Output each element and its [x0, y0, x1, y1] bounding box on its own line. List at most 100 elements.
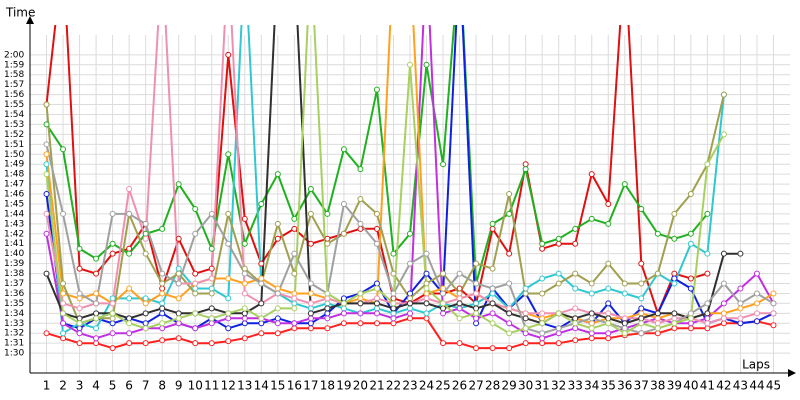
lap-marker — [704, 250, 711, 257]
lap-marker — [605, 320, 612, 327]
lap-marker — [588, 315, 595, 322]
lap-marker — [473, 300, 480, 307]
lap-marker — [605, 285, 612, 292]
lap-marker — [654, 320, 661, 327]
lap-marker — [159, 310, 166, 317]
lap-marker — [307, 310, 314, 317]
lap-marker — [357, 166, 364, 173]
lap-marker — [522, 166, 529, 173]
x-tick-label: 37 — [634, 379, 649, 393]
lap-marker — [753, 310, 760, 317]
lap-marker — [506, 191, 513, 198]
lap-marker — [241, 290, 248, 297]
lap-marker — [324, 315, 331, 322]
lap-marker — [654, 315, 661, 322]
y-tick-label: 1:47 — [4, 180, 24, 190]
lap-marker — [192, 205, 199, 212]
lap-marker — [704, 161, 711, 168]
lap-marker — [671, 315, 678, 322]
lap-marker — [340, 310, 347, 317]
x-tick-label: 22 — [386, 379, 401, 393]
lap-marker — [258, 320, 265, 327]
lap-marker — [357, 220, 364, 227]
x-tick-label: 8 — [158, 379, 166, 393]
lap-marker — [737, 305, 744, 312]
lap-marker — [489, 290, 496, 297]
lap-marker — [704, 210, 711, 217]
lap-marker — [456, 285, 463, 292]
lap-marker — [539, 335, 546, 342]
lap-marker — [126, 330, 133, 337]
lap-marker — [506, 330, 513, 337]
lap-marker — [43, 191, 50, 198]
lap-marker — [126, 186, 133, 193]
lap-marker — [324, 300, 331, 307]
lap-marker — [390, 290, 397, 297]
x-tick-label: 43 — [733, 379, 748, 393]
lap-marker — [60, 210, 67, 217]
lap-marker — [638, 320, 645, 327]
lap-marker — [572, 270, 579, 277]
lap-marker — [192, 270, 199, 277]
lap-marker — [225, 338, 232, 345]
lap-marker — [704, 325, 711, 332]
lap-marker — [605, 200, 612, 207]
lap-marker — [489, 225, 496, 232]
lap-marker — [390, 250, 397, 257]
lap-marker — [522, 310, 529, 317]
lap-marker — [76, 295, 83, 302]
lap-marker — [60, 280, 67, 287]
lap-marker — [506, 310, 513, 317]
x-tick-label: 16 — [287, 379, 302, 393]
lap-marker — [407, 295, 413, 302]
y-tick-label: 1:38 — [4, 269, 24, 279]
y-tick-label: 1:46 — [4, 190, 24, 200]
lap-marker — [93, 290, 100, 297]
x-tick-label: 19 — [336, 379, 351, 393]
lap-marker — [753, 300, 760, 307]
lap-marker — [159, 290, 166, 297]
lap-marker — [43, 210, 50, 217]
lap-marker — [142, 310, 149, 317]
lap-marker — [175, 181, 182, 188]
lap-marker — [605, 335, 612, 342]
lap-marker — [208, 245, 215, 252]
lap-marker — [621, 320, 628, 327]
lap-marker — [109, 250, 116, 257]
y-tick-label: 1:32 — [4, 329, 24, 339]
x-tick-label: 17 — [303, 379, 318, 393]
lap-marker — [324, 310, 331, 317]
lap-marker — [671, 280, 678, 287]
y-tick-label: 1:57 — [4, 80, 24, 90]
lap-marker — [60, 310, 67, 317]
lap-marker — [291, 305, 298, 312]
lap-marker — [159, 337, 166, 344]
tick-labels: 1:301:311:321:331:341:351:361:371:381:39… — [4, 50, 781, 392]
lap-marker — [43, 151, 50, 158]
x-tick-label: 45 — [766, 379, 781, 393]
lap-marker — [572, 285, 579, 292]
lap-marker — [423, 295, 430, 302]
lap-marker — [126, 315, 133, 322]
lap-marker — [109, 240, 116, 247]
lap-marker — [208, 210, 215, 217]
lap-marker — [588, 310, 595, 317]
lap-marker — [539, 240, 546, 247]
lap-marker — [159, 225, 166, 232]
lap-marker — [720, 300, 727, 307]
lap-marker — [407, 61, 413, 68]
lap-marker — [720, 315, 727, 322]
lap-marker — [687, 191, 694, 198]
lap-marker — [291, 225, 298, 232]
lap-marker — [473, 260, 480, 267]
lap-marker — [324, 240, 331, 247]
lap-marker — [473, 305, 480, 312]
lap-marker — [291, 290, 298, 297]
lap-marker — [390, 320, 397, 327]
lap-marker — [175, 310, 182, 317]
lap-marker — [423, 300, 430, 307]
lap-marker — [373, 280, 380, 287]
lap-marker — [225, 310, 232, 317]
y-axis-title: Time — [5, 6, 35, 20]
lap-marker — [76, 315, 83, 322]
